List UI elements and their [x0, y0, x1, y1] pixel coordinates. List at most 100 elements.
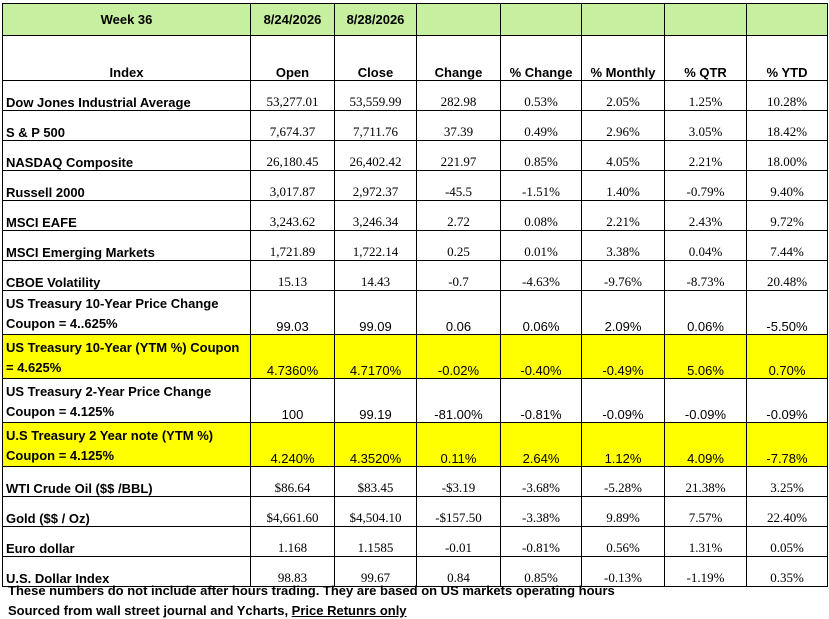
index-name: US Treasury 10-Year Price Change Coupon … [2, 290, 251, 335]
change-value: -45.5 [416, 170, 501, 201]
table-row: MSCI EAFE 3,243.62 3,246.34 2.72 0.08% 2.21% 2… [2, 200, 828, 231]
pct-change-value: -0.81% [500, 378, 582, 423]
change-value: -$157.50 [416, 496, 501, 527]
index-name: U.S. Dollar Index [2, 556, 251, 587]
change-value: -$3.19 [416, 466, 501, 497]
index-name: Russell 2000 [2, 170, 251, 201]
close-value: 99.67 [334, 556, 417, 587]
column-header-pct-change: % Change [500, 35, 582, 81]
pct-change-value: -3.68% [500, 466, 582, 497]
index-name: CBOE Volatility [2, 260, 251, 291]
open-value: 4.240% [250, 422, 335, 467]
table-row: S & P 500 7,674.37 7,711.76 37.39 0.49% 2.96%… [2, 110, 828, 141]
pct-change-value: 0.01% [500, 230, 582, 261]
pct-change-value: 2.64% [500, 422, 582, 467]
change-value: 37.39 [416, 110, 501, 141]
pct-change-value: 0.08% [500, 200, 582, 231]
index-name: MSCI Emerging Markets [2, 230, 251, 261]
index-name: US Treasury 2-Year Price Change Coupon =… [2, 378, 251, 423]
pct-change-value: 0.53% [500, 80, 582, 111]
close-value: 1.1585 [334, 526, 417, 557]
index-name: WTI Crude Oil ($$ /BBL) [2, 466, 251, 497]
table-row: CBOE Volatility 15.13 14.43 -0.7 -4.63% -9.76… [2, 260, 828, 291]
date-header-row: Week 36 8/24/2026 8/28/2026 [2, 3, 828, 36]
pct-change-value: -0.81% [500, 526, 582, 557]
price-returns-link[interactable]: Price Retunrs only [291, 603, 407, 618]
monthly-value: 0.56% [581, 526, 665, 557]
qtr-value: -8.73% [664, 260, 747, 291]
header-fill-cell [416, 3, 501, 36]
open-value: 1,721.89 [250, 230, 335, 261]
week-label: Week 36 [2, 3, 251, 36]
monthly-value: -9.76% [581, 260, 665, 291]
ytd-value: 18.00% [746, 140, 828, 171]
table-row: US Treasury 2-Year Price Change Coupon =… [2, 378, 828, 423]
close-value: 4.7170% [334, 334, 417, 379]
change-value: 0.25 [416, 230, 501, 261]
header-fill-cell [581, 3, 665, 36]
ytd-value: -5.50% [746, 290, 828, 335]
index-name: US Treasury 10-Year (YTM %) Coupon = 4.6… [2, 334, 251, 379]
monthly-value: 3.38% [581, 230, 665, 261]
close-value: 7,711.76 [334, 110, 417, 141]
monthly-value: -0.13% [581, 556, 665, 587]
change-value: 0.11% [416, 422, 501, 467]
ytd-value: 0.05% [746, 526, 828, 557]
qtr-value: 1.31% [664, 526, 747, 557]
monthly-value: 2.09% [581, 290, 665, 335]
header-fill-cell [664, 3, 747, 36]
open-value: $4,661.60 [250, 496, 335, 527]
header-fill-cell [500, 3, 582, 36]
column-header-qtr: % QTR [664, 35, 747, 81]
column-header-change: Change [416, 35, 501, 81]
table-row: US Treasury 10-Year (YTM %) Coupon = 4.6… [2, 334, 828, 379]
table-row: U.S. Dollar Index 98.83 99.67 0.84 0.85% -0.1… [2, 556, 828, 587]
open-value: 99.03 [250, 290, 335, 335]
footnote-source: Sourced from wall street journal and Ych… [8, 603, 407, 618]
table-row: Dow Jones Industrial Average 53,277.01 53,… [2, 80, 828, 111]
monthly-value: 1.12% [581, 422, 665, 467]
pct-change-value: -1.51% [500, 170, 582, 201]
pct-change-value: -4.63% [500, 260, 582, 291]
market-summary-table: Week 36 8/24/2026 8/28/2026 Index Open C… [2, 3, 828, 587]
ytd-value: -7.78% [746, 422, 828, 467]
table-row: NASDAQ Composite 26,180.45 26,402.42 221.97… [2, 140, 828, 171]
close-value: 99.09 [334, 290, 417, 335]
open-date: 8/24/2026 [250, 3, 335, 36]
close-value: 26,402.42 [334, 140, 417, 171]
pct-change-value: 0.06% [500, 290, 582, 335]
column-header-monthly: % Monthly [581, 35, 665, 81]
monthly-value: 1.40% [581, 170, 665, 201]
close-value: 3,246.34 [334, 200, 417, 231]
pct-change-value: 0.85% [500, 556, 582, 587]
qtr-value: -0.79% [664, 170, 747, 201]
qtr-value: 1.25% [664, 80, 747, 111]
index-name: Euro dollar [2, 526, 251, 557]
open-value: 15.13 [250, 260, 335, 291]
footnote-hours: These numbers do not include after hours… [8, 583, 615, 598]
pct-change-value: -3.38% [500, 496, 582, 527]
index-name: NASDAQ Composite [2, 140, 251, 171]
change-value: -0.02% [416, 334, 501, 379]
close-value: 1,722.14 [334, 230, 417, 261]
change-value: 221.97 [416, 140, 501, 171]
ytd-value: 7.44% [746, 230, 828, 261]
monthly-value: 2.21% [581, 200, 665, 231]
change-value: -0.01 [416, 526, 501, 557]
qtr-value: 2.21% [664, 140, 747, 171]
monthly-value: -0.09% [581, 378, 665, 423]
table-row: US Treasury 10-Year Price Change Coupon … [2, 290, 828, 335]
index-name: U.S Treasury 2 Year note (YTM %) Coupon … [2, 422, 251, 467]
qtr-value: 2.43% [664, 200, 747, 231]
monthly-value: 4.05% [581, 140, 665, 171]
open-value: $86.64 [250, 466, 335, 497]
header-fill-cell [746, 3, 828, 36]
open-value: 1.168 [250, 526, 335, 557]
table-row: U.S Treasury 2 Year note (YTM %) Coupon … [2, 422, 828, 467]
change-value: -81.00% [416, 378, 501, 423]
open-value: 53,277.01 [250, 80, 335, 111]
qtr-value: 21.38% [664, 466, 747, 497]
close-value: 53,559.99 [334, 80, 417, 111]
open-value: 3,243.62 [250, 200, 335, 231]
index-name: Gold ($$ / Oz) [2, 496, 251, 527]
